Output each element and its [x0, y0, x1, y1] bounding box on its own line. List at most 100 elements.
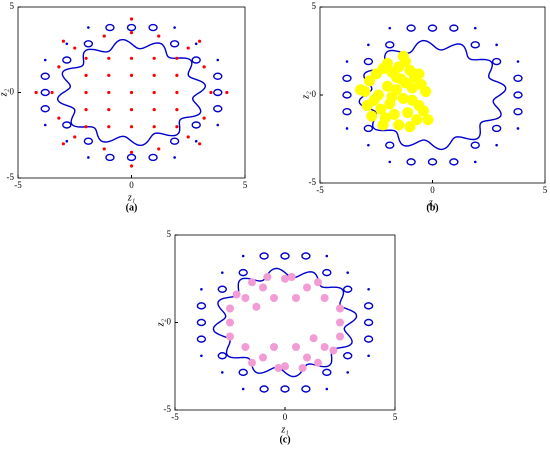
panel: -5 0 5 -5 0 5 z₁ z₂ (b) — [300, 1, 547, 213]
contour-dot — [388, 160, 392, 164]
contour-loop — [105, 23, 115, 32]
x-axis-label: z₁ — [280, 424, 288, 435]
contour-dot — [43, 58, 47, 62]
point — [175, 56, 179, 60]
y-tick-label: -5 — [309, 177, 317, 187]
point — [418, 105, 429, 117]
contour-loop — [217, 285, 228, 293]
y-tick-label: 0 — [312, 89, 317, 99]
caption: (c) — [279, 434, 290, 445]
point — [400, 77, 411, 89]
contour-loop — [213, 105, 223, 113]
x-tick-label: 5 — [243, 180, 248, 190]
contour-dot — [221, 371, 224, 374]
contour-loop — [513, 108, 523, 116]
contour-dot — [194, 42, 198, 46]
point — [107, 73, 111, 77]
point — [73, 46, 77, 50]
contour-dot — [325, 387, 329, 391]
y-tick-label: 0 — [10, 87, 15, 97]
contour-loop — [259, 252, 269, 260]
point — [129, 73, 134, 77]
point — [314, 358, 322, 367]
contour-dot — [200, 354, 203, 358]
point — [375, 103, 387, 115]
point — [364, 75, 375, 87]
x-axis-label: z₁ — [428, 197, 436, 208]
point — [406, 94, 418, 106]
point — [263, 273, 272, 281]
point — [336, 318, 344, 327]
contour-dot — [194, 139, 198, 143]
contour-loop — [213, 72, 223, 80]
contour-loop — [148, 153, 158, 162]
contour-loop — [40, 88, 50, 97]
point — [397, 93, 409, 105]
point — [298, 364, 307, 372]
contour-loop — [83, 137, 94, 145]
point — [241, 294, 250, 302]
contour-loop — [196, 335, 207, 343]
point — [107, 90, 111, 95]
point — [209, 90, 213, 95]
contour-dot — [388, 26, 392, 30]
point — [274, 364, 283, 372]
contour-loop — [363, 302, 374, 310]
contour-loop — [238, 268, 248, 277]
panel: -5 0 5 -5 0 5 z₁ z₂ (c) — [155, 229, 397, 445]
contour-dot — [43, 123, 47, 127]
contour-dot — [367, 143, 370, 147]
point — [411, 114, 423, 126]
point — [129, 31, 134, 35]
x-tick-label: 0 — [283, 412, 288, 422]
point — [248, 358, 256, 367]
point — [129, 56, 134, 60]
point — [157, 34, 161, 38]
x-tick-label: -5 — [171, 412, 179, 422]
point — [175, 90, 179, 95]
contour-loop — [385, 141, 395, 149]
contour-loop — [491, 124, 502, 133]
contour-dot — [241, 387, 245, 391]
contour-dot — [325, 254, 329, 258]
point — [175, 125, 179, 129]
contour-loop — [238, 368, 248, 377]
plot-frame — [174, 234, 396, 411]
contour-loop — [280, 252, 290, 260]
contour-dot — [367, 287, 370, 291]
contour-loop — [363, 335, 374, 343]
x-tick-label: -5 — [14, 180, 22, 190]
contour-loop — [470, 41, 480, 49]
contour-loop — [301, 385, 311, 393]
y-axis-label: z₂ — [0, 88, 9, 97]
contour-loop — [406, 24, 416, 32]
point — [84, 56, 88, 60]
contour-loop — [427, 24, 438, 32]
point — [202, 65, 206, 69]
point — [413, 68, 425, 80]
y-tick-label: -5 — [164, 404, 172, 414]
contour-loop — [196, 302, 207, 310]
x-tick-label: 0 — [430, 185, 435, 195]
point — [129, 17, 134, 21]
point — [402, 107, 414, 119]
point — [303, 353, 311, 362]
point — [175, 108, 179, 112]
point — [292, 294, 300, 302]
contour-dot — [87, 156, 90, 159]
point — [320, 294, 329, 302]
x-tick-label: 5 — [393, 412, 398, 422]
contour-dot — [345, 127, 349, 130]
point — [422, 114, 434, 126]
contour-loop — [322, 368, 332, 377]
point — [259, 283, 267, 292]
contour-dot — [216, 123, 220, 127]
contour-dot — [346, 271, 350, 274]
point — [270, 343, 278, 351]
y-tick-label: 0 — [167, 317, 172, 327]
contour — [212, 267, 358, 378]
caption: (b) — [426, 202, 438, 213]
point — [420, 85, 432, 97]
point — [198, 39, 202, 43]
